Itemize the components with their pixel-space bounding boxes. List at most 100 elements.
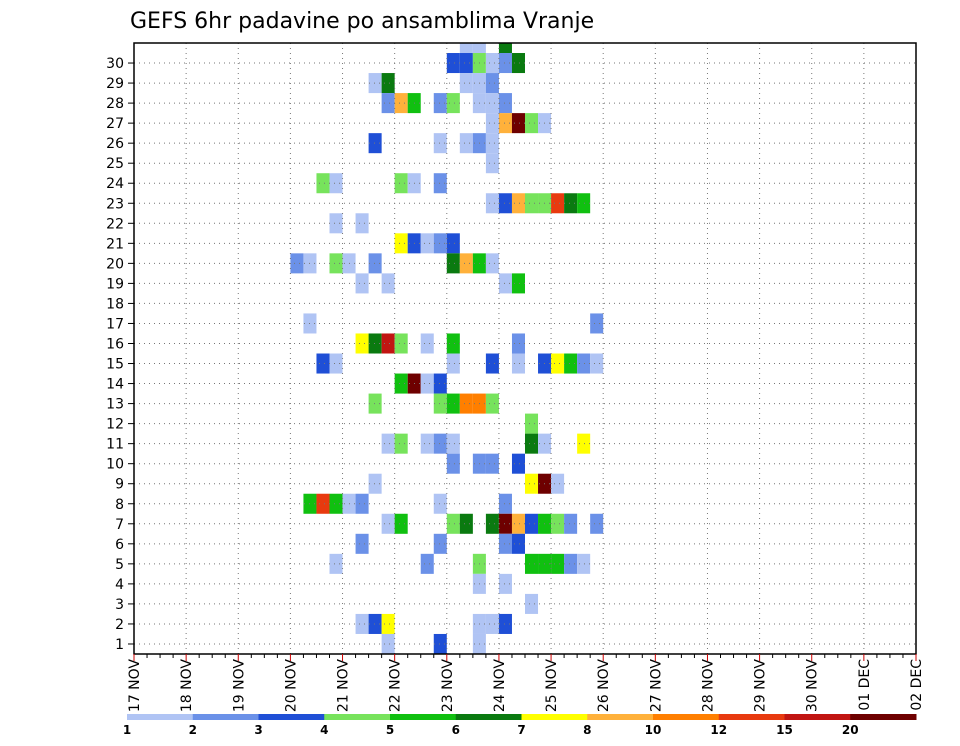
data-cell: [446, 433, 460, 454]
y-tick-label: 27: [106, 116, 124, 132]
data-cell: [355, 533, 369, 554]
y-tick-label: 20: [106, 256, 124, 272]
data-cell: [329, 553, 343, 574]
y-tick-label: 7: [115, 517, 124, 533]
y-tick-label: 28: [106, 96, 124, 112]
data-cell: [329, 213, 343, 234]
y-tick-label: 2: [115, 617, 124, 633]
legend: 1 2 3 4 5 6 7 8 10 12 15 20: [123, 714, 917, 737]
data-cell: [446, 333, 460, 354]
data-cell: [381, 513, 395, 534]
legend-swatch: [718, 714, 785, 720]
y-tick-label: 12: [106, 417, 124, 433]
data-cell: [381, 633, 395, 654]
data-cell: [433, 233, 447, 254]
data-cell: [498, 533, 512, 554]
data-cell: [472, 43, 486, 54]
data-cell: [498, 613, 512, 634]
data-cell: [433, 493, 447, 514]
data-cell: [368, 253, 382, 274]
x-tick-label: 18 NOV: [179, 659, 195, 713]
legend-swatch: [390, 714, 457, 720]
data-cell: [381, 433, 395, 454]
x-tick-label: 19 NOV: [231, 659, 247, 713]
data-cell: [433, 173, 447, 194]
legend-swatch: [784, 714, 851, 720]
y-tick-label: 1: [115, 637, 124, 653]
y-tick-label: 22: [106, 216, 124, 232]
data-cell: [368, 473, 382, 494]
data-cell: [577, 433, 591, 454]
data-cell: [564, 513, 578, 534]
data-cell: [446, 233, 460, 254]
data-cell: [485, 393, 499, 414]
data-cell: [498, 43, 512, 54]
data-cell: [459, 53, 473, 74]
x-tick-label: 22 NOV: [388, 659, 404, 713]
y-tick-label: 29: [106, 76, 124, 92]
x-tick-label: 28 NOV: [700, 659, 716, 713]
data-cell: [329, 253, 343, 274]
legend-label: 10: [645, 723, 662, 737]
x-axis: 17 NOV 18 NOV 19 NOV 20 NOV 21 NOV 22 NOV 23 N…: [127, 654, 925, 712]
data-cell: [525, 513, 539, 534]
y-tick-label: 9: [115, 477, 124, 493]
data-cell: [511, 333, 525, 354]
data-cell: [511, 193, 525, 214]
data-cell: [394, 513, 408, 534]
data-cell: [381, 93, 395, 114]
data-cell: [355, 333, 369, 354]
data-cell: [394, 233, 408, 254]
data-cell: [355, 273, 369, 294]
data-cell: [577, 193, 591, 214]
data-cell: [446, 253, 460, 274]
legend-label: 20: [842, 723, 859, 737]
data-cell: [577, 353, 591, 374]
data-cell: [485, 513, 499, 534]
legend-label: 2: [189, 723, 197, 737]
data-cell: [485, 113, 499, 134]
data-cell: [459, 43, 473, 54]
data-cell: [590, 353, 604, 374]
data-cell: [368, 393, 382, 414]
legend-swatch: [587, 714, 654, 720]
data-cell: [381, 613, 395, 634]
y-tick-label: 3: [115, 597, 124, 613]
y-axis: 1234567891011121314151617181920212223242…: [106, 56, 134, 653]
grid-layer: [134, 43, 916, 654]
x-tick-label: 17 NOV: [127, 659, 143, 713]
data-cell: [485, 153, 499, 174]
legend-label: 7: [517, 723, 525, 737]
data-cell: [355, 493, 369, 514]
data-cell: [498, 273, 512, 294]
legend-label: 5: [386, 723, 394, 737]
data-cell: [446, 93, 460, 114]
data-cell: [355, 213, 369, 234]
data-cell: [551, 473, 565, 494]
y-tick-label: 25: [106, 156, 124, 172]
y-tick-label: 6: [115, 537, 124, 553]
y-tick-label: 10: [106, 457, 124, 473]
data-cell: [420, 373, 434, 394]
chart-title: GEFS 6hr padavine po ansamblima Vranje: [130, 9, 594, 34]
data-cell: [564, 553, 578, 574]
legend-label: 12: [710, 723, 727, 737]
legend-swatch: [258, 714, 325, 720]
data-cell: [511, 513, 525, 534]
y-tick-label: 14: [106, 377, 124, 393]
data-cell: [485, 73, 499, 94]
data-cell: [381, 273, 395, 294]
data-cell: [511, 453, 525, 474]
data-cell: [485, 53, 499, 74]
y-tick-label: 17: [106, 316, 124, 332]
data-cell: [525, 593, 539, 614]
data-cell: [498, 113, 512, 134]
data-cell: [368, 133, 382, 154]
data-cell: [394, 333, 408, 354]
data-cell: [459, 253, 473, 274]
data-cell: [394, 433, 408, 454]
data-cell: [498, 53, 512, 74]
data-cell: [485, 193, 499, 214]
